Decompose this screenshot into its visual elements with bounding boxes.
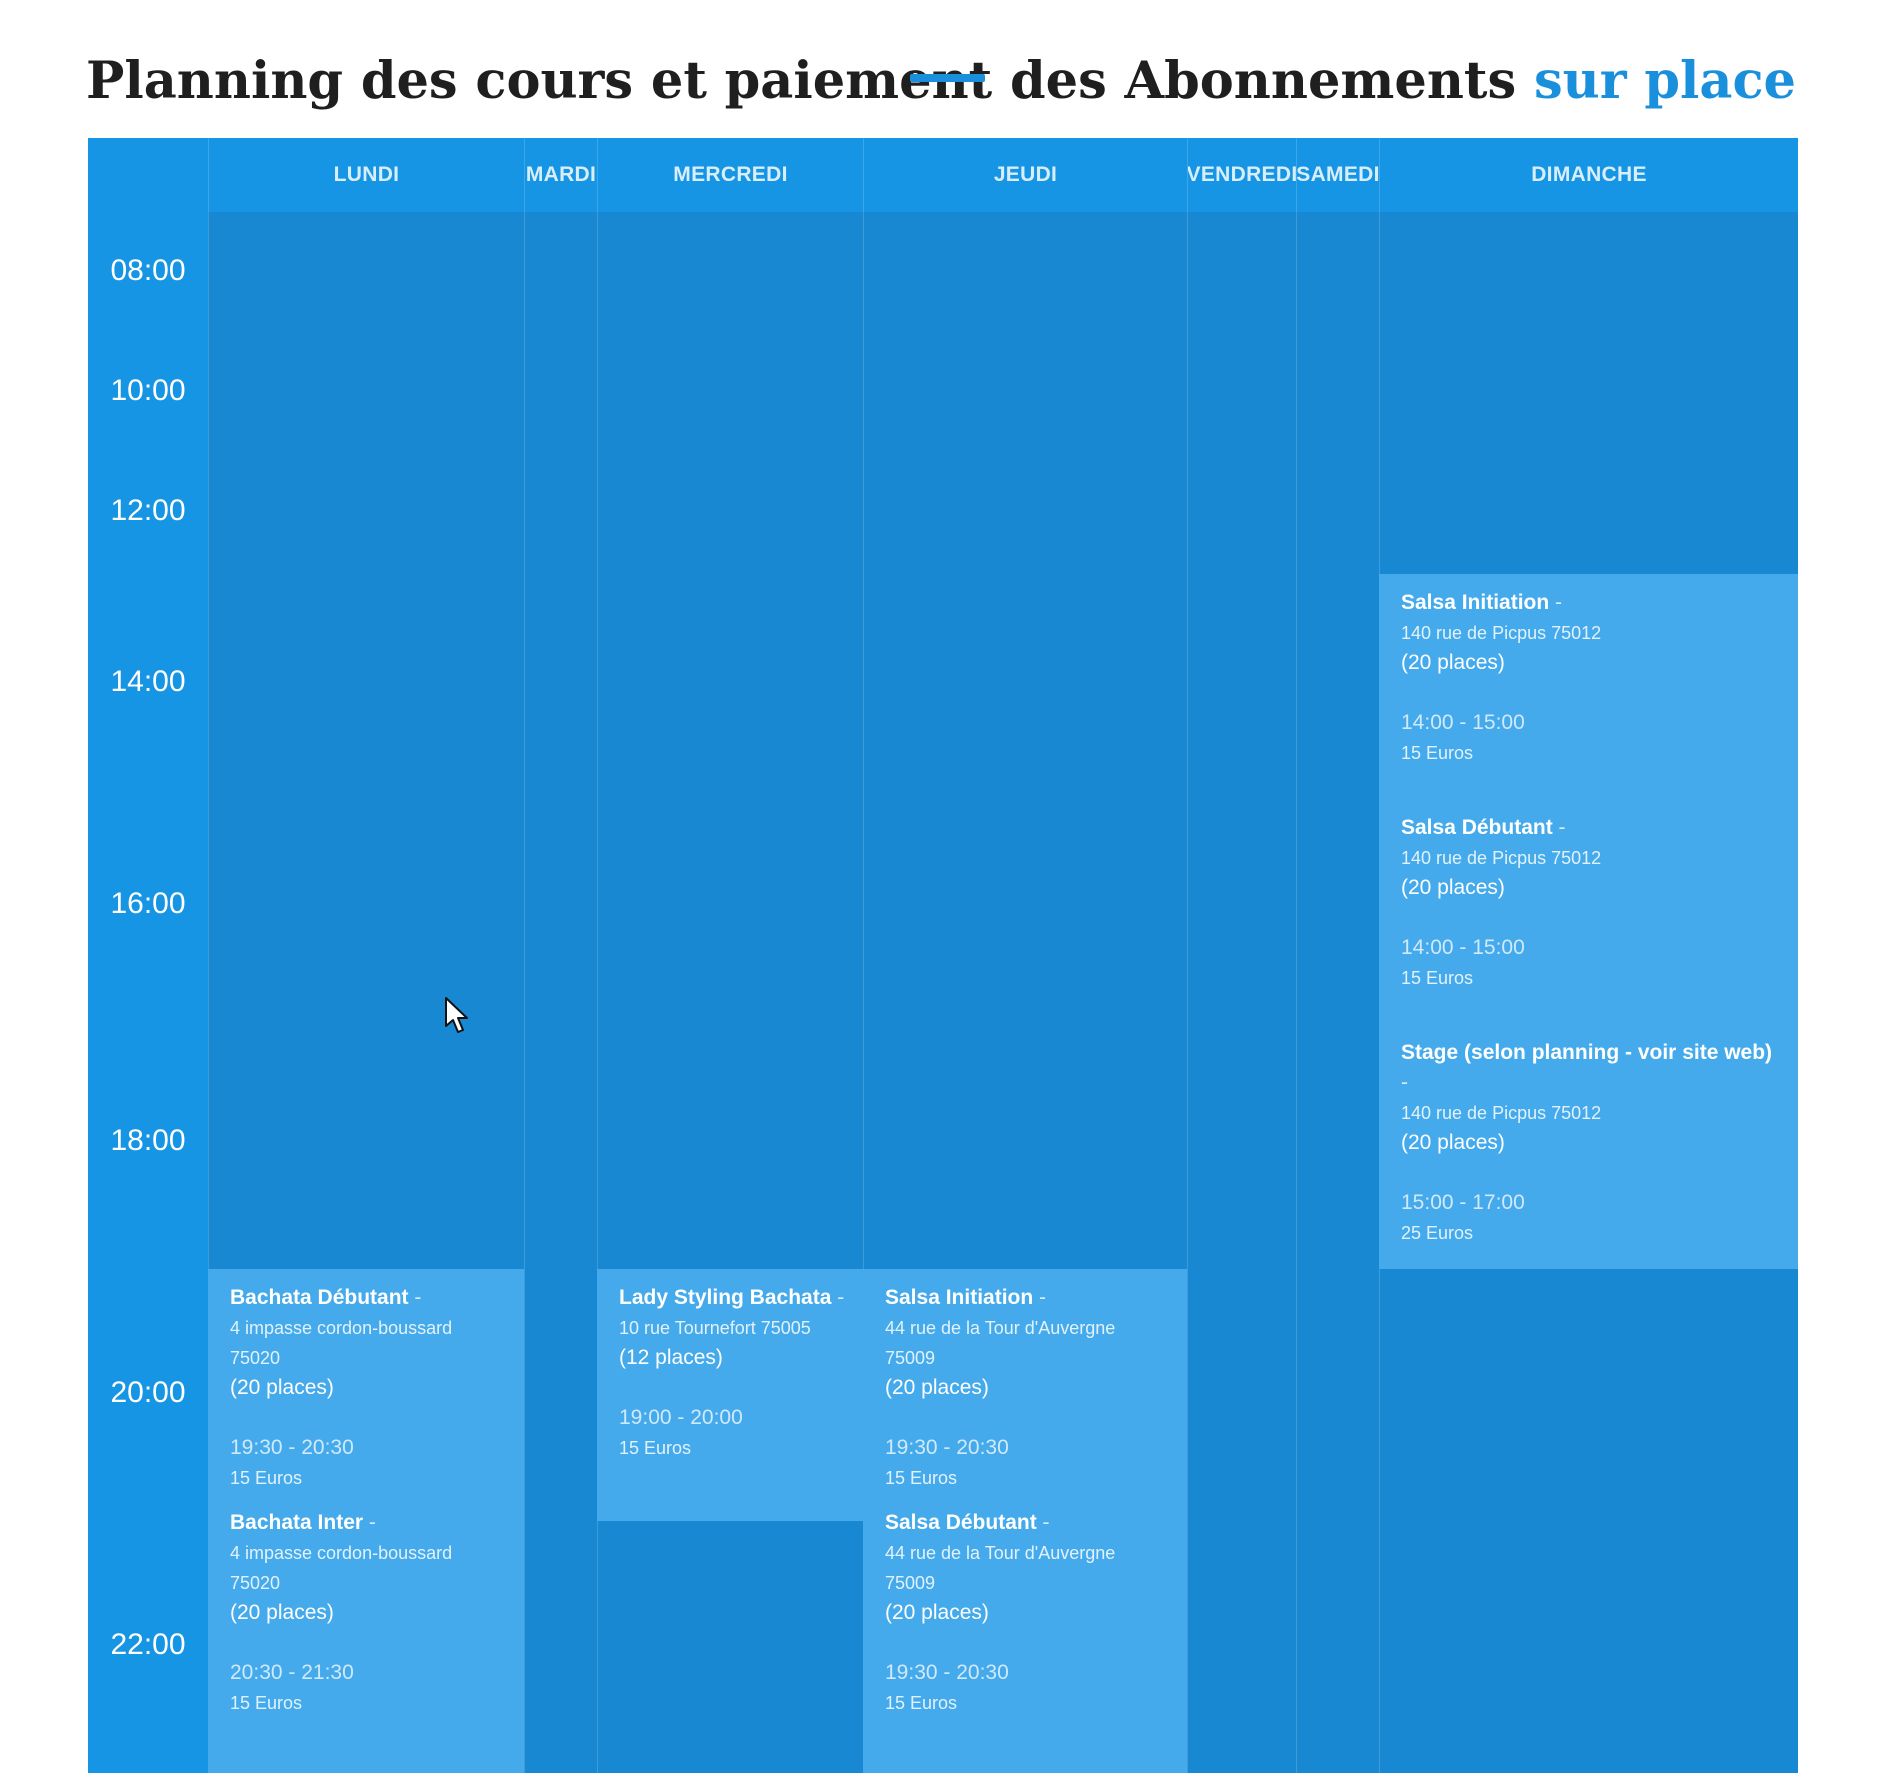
event-title: Stage (selon planning - voir site web) - [1401, 1041, 1773, 1094]
event-price: 15 Euros [230, 1693, 303, 1713]
event-price: 25 Euros [1401, 1223, 1474, 1243]
event-address: 140 rue de Picpus 75012 [1401, 623, 1602, 643]
event-address: 140 rue de Picpus 75012 [1401, 1103, 1602, 1123]
event-places: (20 places) [1401, 651, 1505, 674]
event-title: Lady Styling Bachata - [619, 1286, 845, 1309]
event-card[interactable]: Salsa Initiation - 44 rue de la Tour d'A… [885, 1283, 1169, 1508]
event-card[interactable]: Salsa Débutant - 140 rue de Picpus 75012… [1401, 813, 1780, 1038]
day-header-samedi: SAMEDI [1296, 138, 1379, 212]
event-card[interactable]: Bachata Inter - 4 impasse cordon-boussar… [230, 1508, 506, 1733]
event-price: 15 Euros [619, 1438, 692, 1458]
mouse-cursor-icon [445, 997, 468, 1033]
event-price: 15 Euros [230, 1468, 303, 1488]
event-places: (12 places) [619, 1346, 723, 1369]
hour-label: 16:00 [110, 887, 186, 920]
event-address: 44 rue de la Tour d'Auvergne 75009 [885, 1543, 1116, 1593]
hour-label: 12:00 [110, 494, 186, 527]
title-underline [910, 74, 985, 82]
event-price: 15 Euros [1401, 968, 1474, 988]
schedule-table: 08:00 10:00 12:00 14:00 16:00 18:00 20:0… [88, 138, 1798, 1773]
event-places: (20 places) [230, 1376, 334, 1399]
event-card[interactable]: Bachata Débutant - 4 impasse cordon-bous… [230, 1283, 506, 1508]
event-block-lundi: Bachata Débutant - 4 impasse cordon-bous… [208, 1269, 524, 1773]
event-address: 4 impasse cordon-boussard 75020 [230, 1318, 453, 1368]
day-column-mardi [524, 212, 597, 1773]
event-places: (20 places) [230, 1601, 334, 1624]
event-places: (20 places) [885, 1601, 989, 1624]
event-card[interactable]: Salsa Débutant - 44 rue de la Tour d'Auv… [885, 1508, 1169, 1733]
page-title-accent: sur place [1533, 51, 1796, 112]
hour-label: 08:00 [110, 254, 186, 287]
event-time: 19:30 - 20:30 [885, 1436, 1009, 1459]
hour-label: 10:00 [110, 374, 186, 407]
event-block-jeudi: Salsa Initiation - 44 rue de la Tour d'A… [863, 1269, 1187, 1773]
event-address: 4 impasse cordon-boussard 75020 [230, 1543, 453, 1593]
event-places: (20 places) [885, 1376, 989, 1399]
event-time: 20:30 - 21:30 [230, 1661, 354, 1684]
event-title: Salsa Débutant - [1401, 816, 1566, 839]
hour-label: 14:00 [110, 665, 186, 698]
day-header-vendredi: VENDREDI [1187, 138, 1296, 212]
hour-label: 18:00 [110, 1124, 186, 1157]
day-column-samedi [1296, 212, 1379, 1773]
event-title: Bachata Débutant - [230, 1286, 422, 1309]
day-header-jeudi: JEUDI [863, 138, 1187, 212]
event-title: Salsa Initiation - [885, 1286, 1047, 1309]
event-time: 14:00 - 15:00 [1401, 936, 1525, 959]
event-address: 10 rue Tournefort 75005 [619, 1318, 811, 1338]
event-time: 19:30 - 20:30 [885, 1661, 1009, 1684]
day-header-lundi: LUNDI [208, 138, 524, 212]
event-block-mercredi: Lady Styling Bachata - 10 rue Tournefort… [597, 1269, 863, 1521]
event-title: Bachata Inter - [230, 1511, 376, 1534]
event-price: 15 Euros [885, 1693, 958, 1713]
day-column-mercredi [597, 212, 863, 1773]
event-address: 44 rue de la Tour d'Auvergne 75009 [885, 1318, 1116, 1368]
event-block-dimanche: Salsa Initiation - 140 rue de Picpus 750… [1379, 574, 1798, 1269]
hour-label: 22:00 [110, 1628, 186, 1661]
event-price: 15 Euros [885, 1468, 958, 1488]
event-places: (20 places) [1401, 876, 1505, 899]
event-card[interactable]: Salsa Initiation - 140 rue de Picpus 750… [1401, 588, 1780, 813]
day-header-mercredi: MERCREDI [597, 138, 863, 212]
event-title: Salsa Débutant - [885, 1511, 1050, 1534]
page-title: Planning des cours et paiement des Abonn… [0, 46, 1882, 116]
event-time: 19:30 - 20:30 [230, 1436, 354, 1459]
event-price: 15 Euros [1401, 743, 1474, 763]
hour-label: 20:00 [110, 1376, 186, 1409]
event-card[interactable]: Stage (selon planning - voir site web) -… [1401, 1038, 1780, 1263]
event-time: 19:00 - 20:00 [619, 1406, 743, 1429]
day-header-mardi: MARDI [524, 138, 597, 212]
day-column-vendredi [1187, 212, 1296, 1773]
event-title: Salsa Initiation - [1401, 591, 1563, 614]
event-time: 15:00 - 17:00 [1401, 1191, 1525, 1214]
event-places: (20 places) [1401, 1131, 1505, 1154]
day-header-dimanche: DIMANCHE [1379, 138, 1798, 212]
event-time: 14:00 - 15:00 [1401, 711, 1525, 734]
event-card[interactable]: Lady Styling Bachata - 10 rue Tournefort… [619, 1283, 845, 1508]
event-address: 140 rue de Picpus 75012 [1401, 848, 1602, 868]
page-title-main: Planning des cours et paiement des Abonn… [86, 51, 1517, 112]
